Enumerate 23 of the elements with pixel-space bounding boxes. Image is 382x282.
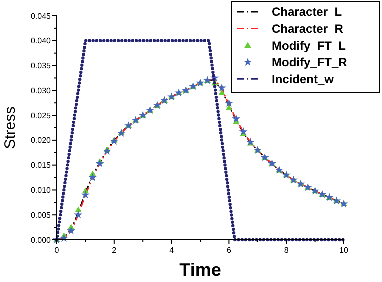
x-tick-label: 10 <box>340 246 349 255</box>
y-tick-label: 0.035 <box>30 62 52 71</box>
legend-label: Modify_FT_L <box>272 38 346 53</box>
legend-label: Incident_w <box>272 72 335 86</box>
legend-label: Character_L <box>272 5 342 20</box>
y-tick-label: 0.000 <box>30 236 52 245</box>
y-tick-label: 0.005 <box>30 210 52 220</box>
x-tick-label: 2 <box>112 246 118 255</box>
y-tick-label: 0.045 <box>30 12 52 21</box>
x-tick-label: 4 <box>170 246 175 255</box>
y-tick-label: 0.020 <box>30 136 52 146</box>
y-tick-label: 0.030 <box>30 86 52 96</box>
y-tick-label: 0.025 <box>30 111 52 120</box>
legend-label: Modify_FT_R <box>272 56 348 70</box>
x-tick-label: 0 <box>54 246 60 255</box>
y-tick-label: 0.010 <box>30 186 52 196</box>
x-tick-label: 6 <box>226 246 232 255</box>
x-axis-title: Time <box>180 260 222 280</box>
y-tick-label: 0.015 <box>30 161 52 170</box>
x-tick-label: 8 <box>284 246 290 255</box>
y-axis-title: Stress <box>2 106 19 150</box>
legend-label: Character_R <box>272 22 344 36</box>
y-tick-label: 0.040 <box>30 36 52 46</box>
